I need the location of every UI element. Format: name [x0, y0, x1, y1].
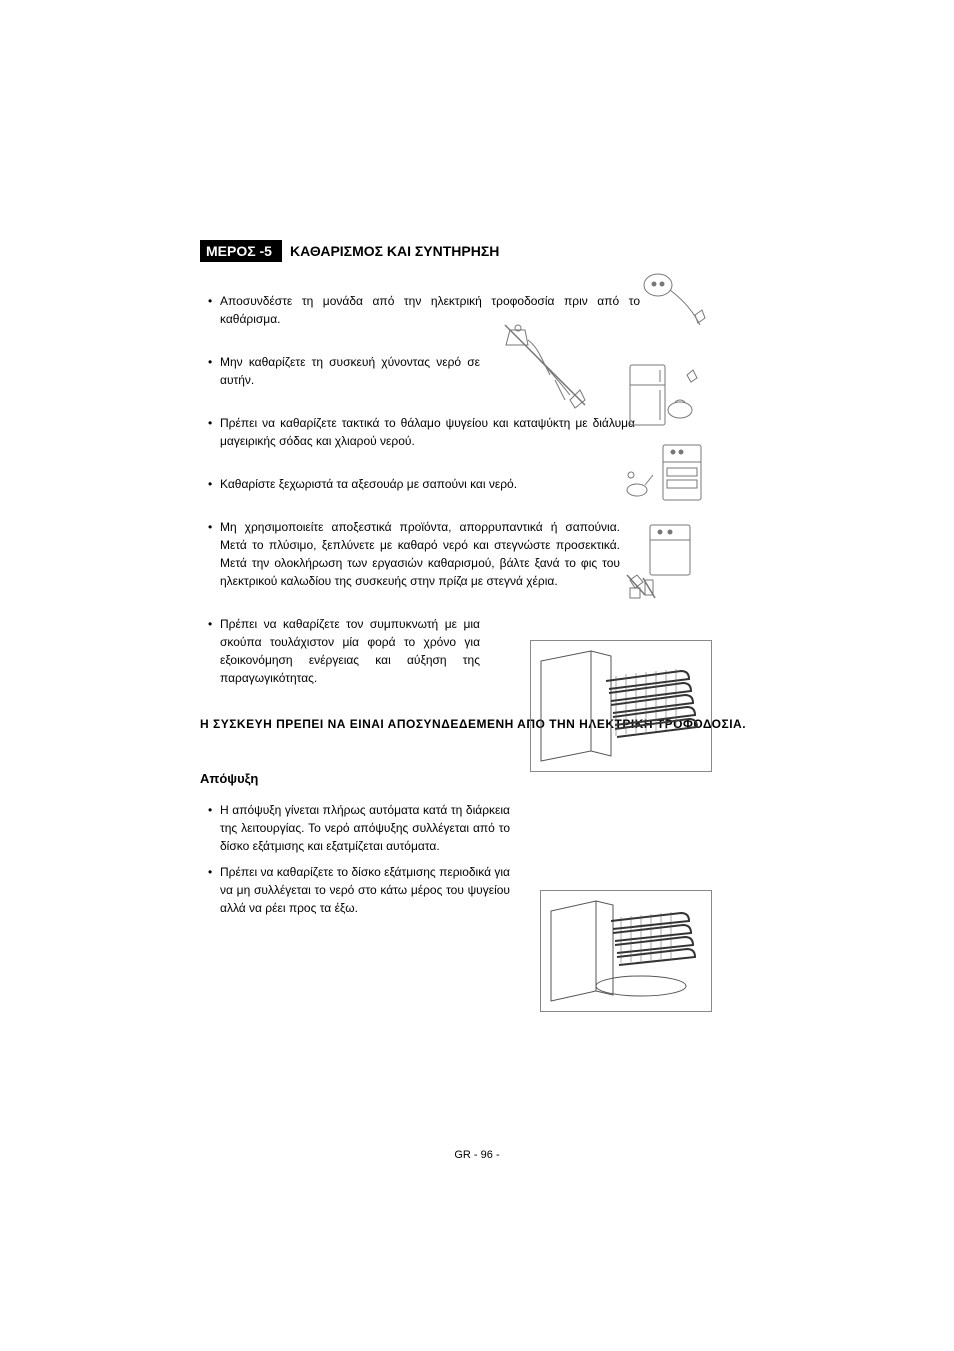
plug-illustration	[640, 270, 710, 330]
bullet-item: Μην καθαρίζετε τη συσκευή χύνοντας νερό …	[200, 353, 480, 389]
manual-page: ΜΕΡΟΣ -5 ΚΑΘΑΡΙΣΜΟΣ ΚΑΙ ΣΥΝΤΗΡΗΣΗ Αποσυν…	[0, 0, 954, 1351]
no-abrasive-illustration	[625, 520, 700, 600]
bullet-item: Η απόψυξη γίνεται πλήρως αυτόματα κατά τ…	[200, 801, 510, 855]
bullet-item: Πρέπει να καθαρίζετε το δίσκο εξάτμισης …	[200, 863, 510, 917]
accessories-wash-illustration	[625, 440, 705, 505]
page-footer: GR - 96 -	[0, 1149, 954, 1161]
condenser-clean-illustration	[530, 640, 712, 772]
section-header: ΜΕΡΟΣ -5 ΚΑΘΑΡΙΣΜΟΣ ΚΑΙ ΣΥΝΤΗΡΗΣΗ	[200, 240, 754, 262]
defrost-heading: Απόψυξη	[200, 771, 754, 786]
fridge-soda-illustration	[625, 360, 700, 430]
evaporation-tray-illustration	[540, 890, 712, 1012]
bullet-item: Καθαρίστε ξεχωριστά τα αξεσουάρ με σαπού…	[200, 475, 640, 493]
section-title: ΚΑΘΑΡΙΣΜΟΣ ΚΑΙ ΣΥΝΤΗΡΗΣΗ	[290, 243, 499, 259]
section-badge: ΜΕΡΟΣ -5	[200, 240, 282, 262]
bullet-item: Πρέπει να καθαρίζετε τον συμπυκνωτή με μ…	[200, 615, 480, 687]
bullet-item: Πρέπει να καθαρίζετε τακτικά το θάλαμο ψ…	[200, 414, 635, 450]
water-pour-illustration	[500, 320, 590, 410]
bullet-item: Μη χρησιμοποιείτε αποξεστικά προϊόντα, α…	[200, 518, 620, 590]
